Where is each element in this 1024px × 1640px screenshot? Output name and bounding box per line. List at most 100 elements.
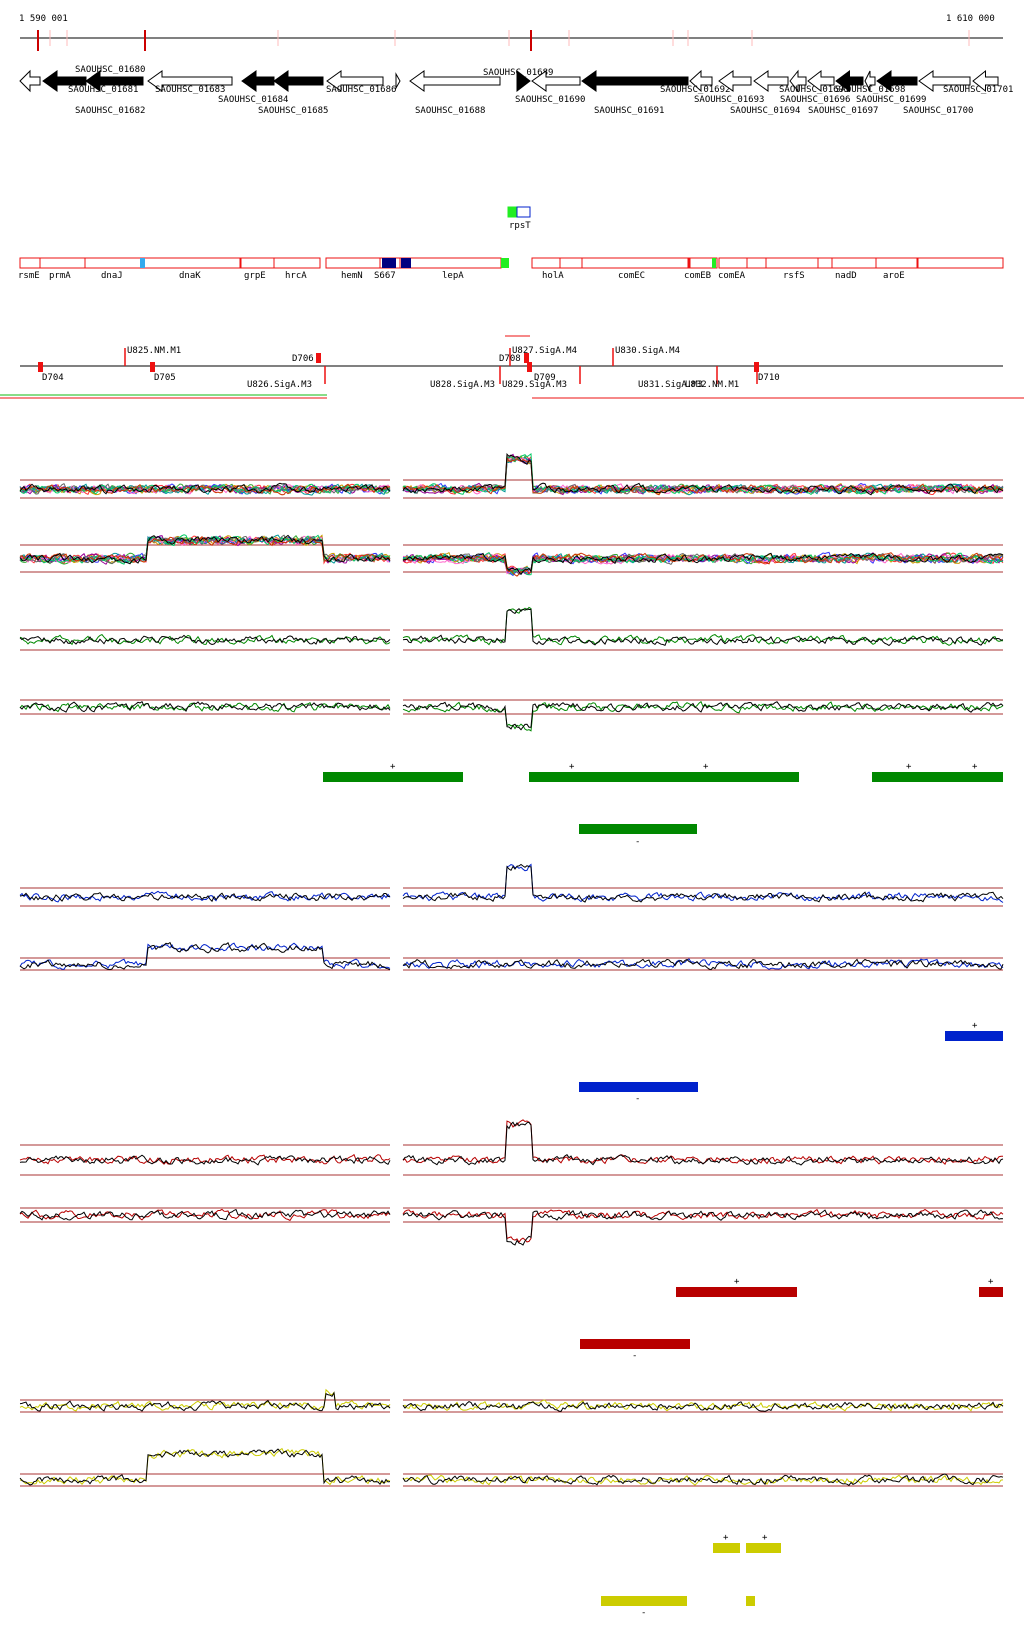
gene-label: SAOUHSC_01700	[903, 106, 973, 116]
reg-marker	[524, 353, 529, 363]
signal-line	[402, 1473, 1004, 1487]
gene-name-label: comEC	[618, 271, 645, 281]
gene-name-label: hrcA	[285, 271, 307, 281]
plus-strand-marker: +	[390, 762, 396, 772]
regulatory-label: D708	[499, 354, 521, 364]
feature-block	[401, 258, 411, 268]
gene-arrow	[581, 70, 689, 92]
reg-marker	[754, 362, 759, 372]
gene-label: SAOUHSC_01695	[779, 85, 849, 95]
gene-name-label: rsfS	[783, 271, 805, 281]
segment-bar	[580, 1339, 690, 1349]
operon-box	[531, 257, 689, 269]
gene-name-label: hemN	[341, 271, 363, 281]
gene-label: SAOUHSC_01680	[75, 65, 145, 75]
gene-name-label: dnaJ	[101, 271, 123, 281]
gene-label: SAOUHSC_01696	[780, 95, 850, 105]
plus-strand-marker: +	[734, 1277, 740, 1287]
gene-arrow	[395, 72, 401, 90]
minus-strand-marker: -	[635, 1094, 640, 1104]
gene-arrow	[85, 70, 144, 92]
regulatory-label: D710	[758, 373, 780, 383]
signal-line	[19, 700, 391, 713]
segment-bar	[676, 1287, 797, 1297]
gene-arrow	[718, 70, 752, 92]
signal-line	[402, 607, 1004, 647]
regulatory-label: U831.SigA.M3	[638, 380, 703, 390]
regulatory-label: D709	[534, 373, 556, 383]
blue-panel-bottom	[19, 941, 1004, 971]
gene-label: SAOUHSC_01697	[808, 106, 878, 116]
minus-strand-marker: -	[632, 1351, 637, 1361]
regulatory-feature-track: U825.NM.M1 D704 D705 D706 U826.SigA.M3 U827.S…	[0, 335, 1024, 399]
gene-label: SAOUHSC_01683	[155, 85, 225, 95]
signal-line	[402, 1401, 1004, 1412]
gene-name-label: aroE	[883, 271, 905, 281]
plus-strand-marker: +	[569, 762, 575, 772]
segment-bar	[579, 824, 697, 834]
plus-strand-marker: +	[906, 762, 912, 772]
feature-block	[501, 258, 509, 268]
operon-track: rsmE prmA dnaJ dnaK grpE hrcA hemN S667 lepA holA…	[18, 257, 1004, 281]
gene-label: SAOUHSC_01681	[68, 85, 138, 95]
operon-box	[140, 257, 241, 269]
plus-strand-marker: +	[723, 1533, 729, 1543]
segment-bar	[579, 1082, 698, 1092]
gene-name-label: S667	[374, 271, 396, 281]
signal-line	[402, 452, 1004, 496]
operon-box	[325, 257, 502, 269]
minus-strand-marker: -	[641, 1608, 646, 1618]
regulatory-label: D705	[154, 373, 176, 383]
regulatory-label: U829.SigA.M3	[502, 380, 567, 390]
plus-strand-marker: +	[972, 762, 978, 772]
regulatory-label: D704	[42, 373, 64, 383]
regulatory-label: U827.SigA.M4	[512, 346, 577, 356]
gene-arrow	[147, 70, 233, 92]
regulatory-label: U826.SigA.M3	[247, 380, 312, 390]
gene-name-label: comEA	[718, 271, 746, 281]
green-panel-top	[19, 606, 1004, 651]
feature-block	[712, 258, 716, 268]
signal-line	[19, 482, 391, 495]
gene-annotation-track: SAOUHSC_01680 SAOUHSC_01681 SAOUHSC_01682 S…	[19, 65, 1013, 116]
regulatory-label: U825.NM.M1	[127, 346, 181, 356]
gene-name-label: rsmE	[18, 271, 40, 281]
regulatory-label: U830.SigA.M4	[615, 346, 680, 356]
reg-marker	[150, 362, 155, 372]
operon-box	[688, 257, 718, 269]
signal-line	[402, 701, 1004, 731]
gene-arrow	[807, 69, 835, 93]
gene-arrow	[241, 70, 275, 92]
gene-arrow	[835, 70, 864, 92]
regulatory-label: U832.NM.M1	[685, 380, 739, 390]
segment-bar	[601, 1596, 687, 1606]
segment-bar	[323, 772, 463, 782]
segment-bar	[872, 772, 1003, 782]
gene-arrow	[19, 69, 41, 93]
yellow-panel-top	[19, 1388, 1004, 1413]
signal-line	[19, 1208, 391, 1221]
feature-block	[140, 258, 145, 268]
signal-line	[402, 552, 1004, 576]
signal-line	[19, 892, 391, 903]
signal-line	[19, 1391, 391, 1412]
signal-line	[19, 534, 391, 565]
gene-label: SAOUHSC_01689	[483, 68, 553, 78]
reg-marker	[527, 362, 532, 372]
gene-label: SAOUHSC_01686	[326, 85, 396, 95]
signal-line	[402, 863, 1004, 903]
signal-line	[19, 634, 391, 646]
signal-line	[402, 606, 1004, 646]
gene-label: SAOUHSC_01698	[835, 85, 905, 95]
signal-line	[402, 700, 1004, 732]
signal-line	[19, 1388, 391, 1412]
gene-label: SAOUHSC_01690	[515, 95, 585, 105]
gene-arrow	[689, 69, 713, 93]
gene-name-label: prmA	[49, 271, 71, 281]
gene-arrow	[409, 70, 501, 92]
signal-line	[402, 958, 1004, 971]
multi-sample-panel-bottom	[19, 534, 1004, 577]
segment-bar	[713, 1543, 740, 1553]
gene-label: SAOUHSC_01684	[218, 95, 288, 105]
